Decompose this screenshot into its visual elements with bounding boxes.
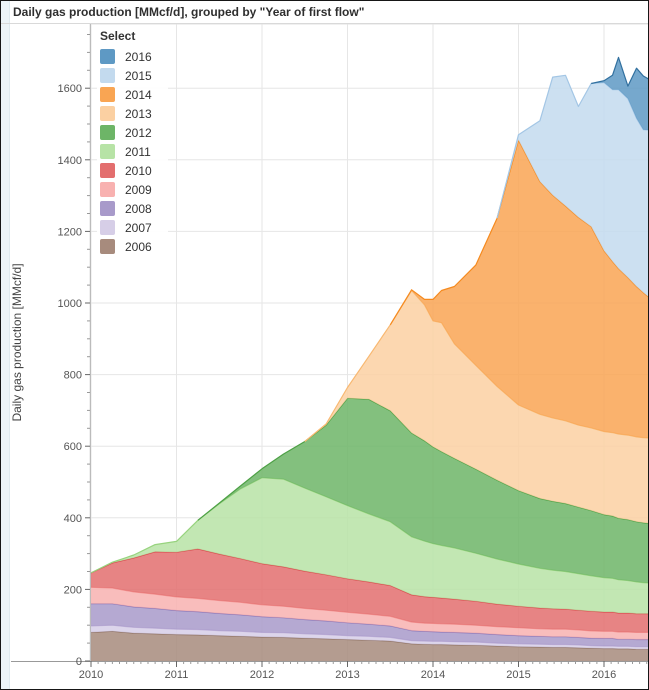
area-line-2016 [591, 56, 648, 87]
legend-swatch-2007[interactable] [100, 220, 115, 235]
legend-item-2011[interactable]: 2011 [99, 142, 152, 161]
legend-swatch-2011[interactable] [100, 144, 115, 159]
legend-swatch-2008[interactable] [100, 201, 115, 216]
legend-item-2012[interactable]: 2012 [99, 123, 152, 142]
legend-label: 2011 [125, 144, 151, 159]
y-tick-label: 200 [64, 584, 82, 596]
legend-swatch-2006[interactable] [100, 239, 115, 254]
legend-label: 2013 [125, 106, 152, 121]
legend: Select 2016 2015 2014 2013 2012 2011 2010 2009 2… [97, 28, 168, 258]
area-2010 [91, 548, 648, 633]
legend-swatch-2009[interactable] [100, 182, 115, 197]
legend-label: 2008 [125, 201, 152, 216]
legend-item-2013[interactable]: 2013 [99, 104, 152, 123]
area-2015 [91, 75, 648, 573]
area-2013 [91, 290, 648, 573]
legend-item-2007[interactable]: 2007 [99, 218, 152, 237]
legend-swatch-2013[interactable] [100, 106, 115, 121]
x-tick-label: 2012 [250, 669, 274, 681]
y-tick-label: 800 [64, 370, 82, 382]
area-2014 [91, 140, 648, 573]
legend-label: 2016 [125, 49, 152, 64]
legend-item-2008[interactable]: 2008 [99, 199, 152, 218]
area-2011 [91, 477, 648, 614]
x-tick-label: 2010 [79, 669, 103, 681]
area-2012 [91, 398, 648, 583]
legend-swatch-2015[interactable] [100, 68, 115, 83]
legend-item-2014[interactable]: 2014 [99, 85, 152, 104]
legend-label: 2006 [125, 239, 152, 254]
legend-swatch-2010[interactable] [100, 163, 115, 178]
legend-label: 2009 [125, 182, 152, 197]
x-tick-label: 2013 [335, 669, 359, 681]
x-tick-label: 2011 [165, 669, 189, 681]
legend-item-2015[interactable]: 2015 [99, 66, 152, 85]
x-tick-label: 2015 [506, 669, 530, 681]
left-gutter [1, 1, 10, 689]
y-tick-label: 0 [76, 656, 82, 668]
legend-item-2016[interactable]: 2016 [99, 47, 152, 66]
x-tick-label: 2016 [592, 669, 616, 681]
legend-item-2010[interactable]: 2010 [99, 161, 152, 180]
y-tick-label: 1200 [58, 226, 82, 238]
legend-swatch-2012[interactable] [100, 125, 115, 140]
legend-swatch-2014[interactable] [100, 87, 115, 102]
legend-label: 2012 [125, 125, 152, 140]
y-tick-label: 1000 [58, 298, 82, 310]
legend-label: 2014 [125, 87, 152, 102]
legend-item-2009[interactable]: 2009 [99, 180, 152, 199]
y-tick-label: 1600 [58, 83, 82, 95]
y-axis-title: Daily gas production [MMcf/d] [10, 263, 24, 421]
area-2009 [91, 587, 648, 640]
y-tick-label: 600 [64, 441, 82, 453]
legend-swatch-2016[interactable] [100, 49, 115, 64]
x-tick-label: 2014 [421, 669, 445, 681]
title-separator [1, 23, 648, 24]
legend-label: 2015 [125, 68, 152, 83]
plot-title: Daily gas production [MMcf/d], grouped b… [13, 5, 365, 19]
legend-item-2006[interactable]: 2006 [99, 237, 152, 256]
legend-label: 2007 [125, 220, 152, 235]
legend-items: 2016 2015 2014 2013 2012 2011 2010 2009 2008 2007… [99, 47, 152, 256]
legend-title: Select [100, 29, 136, 43]
y-tick-label: 400 [64, 513, 82, 525]
area-2006 [91, 631, 648, 661]
y-tick-label: 1400 [58, 155, 82, 167]
legend-label: 2010 [125, 163, 152, 178]
